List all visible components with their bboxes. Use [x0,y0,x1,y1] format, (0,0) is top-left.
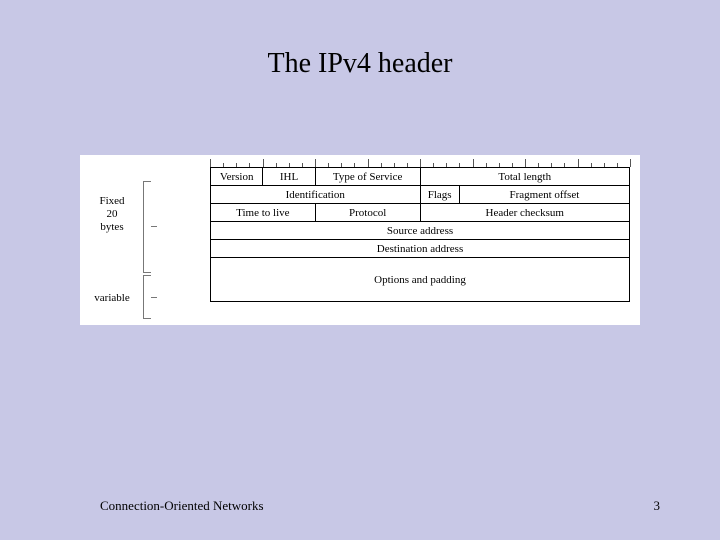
footer-text: Connection-Oriented Networks [100,498,264,514]
header-field: IHL [263,168,315,186]
variable-label: variable [88,292,136,304]
header-field: Source address [211,222,630,240]
fixed-line-1: Fixed [88,195,136,208]
ruler-tick [473,159,474,167]
header-field: Header checksum [420,204,630,222]
header-field: Destination address [211,240,630,258]
header-field: Options and padding [211,258,630,302]
ruler-tick [420,159,421,167]
header-row: Source address [211,222,630,240]
bracket-variable-tick [151,297,157,298]
ruler-tick [315,159,316,167]
fixed-bytes-label: Fixed 20 bytes [88,195,136,235]
header-row: VersionIHLType of ServiceTotal length [211,168,630,186]
header-row: Time to liveProtocolHeader checksum [211,204,630,222]
header-field: Time to live [211,204,316,222]
header-row: IdentificationFlagsFragment offset [211,186,630,204]
ipv4-header-table: VersionIHLType of ServiceTotal lengthIde… [210,167,630,302]
slide-title: The IPv4 header [0,0,720,80]
header-field: Total length [420,168,630,186]
page-number: 3 [654,498,661,514]
ruler-tick [263,159,264,167]
ruler-tick [368,159,369,167]
bracket-variable [143,275,151,319]
bracket-fixed [143,181,151,273]
header-field: Flags [420,186,459,204]
ruler-tick [578,159,579,167]
header-row: Options and padding [211,258,630,302]
fixed-line-3: bytes [88,221,136,234]
bracket-fixed-tick [151,226,157,227]
header-row: Destination address [211,240,630,258]
fixed-line-2: 20 [88,208,136,221]
header-field: Type of Service [315,168,420,186]
header-field: Fragment offset [459,186,629,204]
ruler-tick [210,159,211,167]
ruler-tick [630,159,631,167]
header-field: Version [211,168,263,186]
ruler-tick [525,159,526,167]
ipv4-header-diagram: VersionIHLType of ServiceTotal lengthIde… [80,155,640,325]
header-field: Protocol [315,204,420,222]
header-field: Identification [211,186,421,204]
bit-ruler [210,155,630,167]
